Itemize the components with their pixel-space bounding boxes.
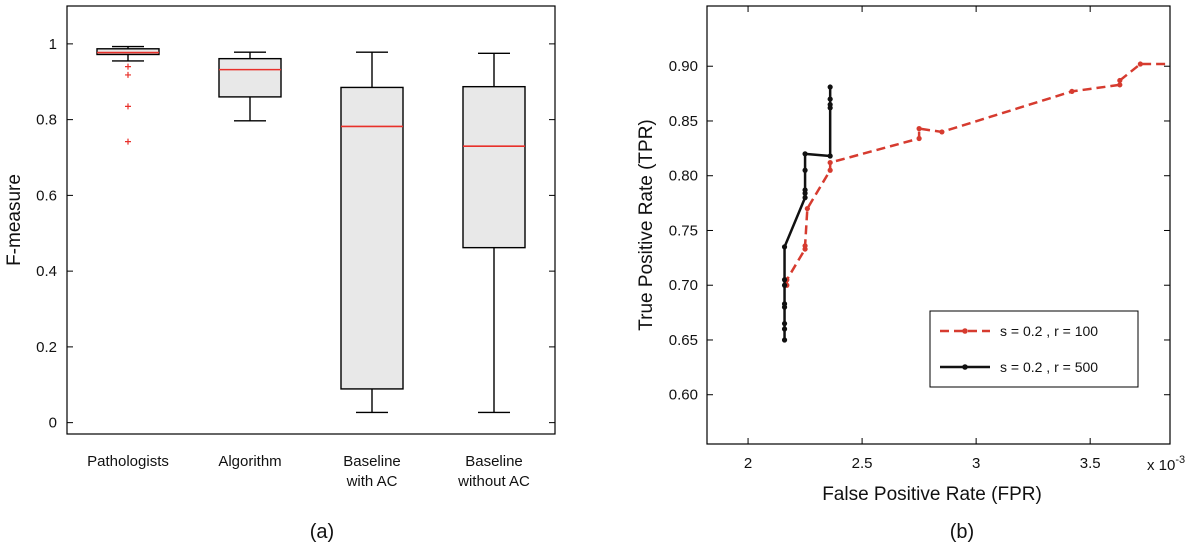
y-tick-label: 0.8 — [36, 112, 57, 129]
series-point — [827, 159, 833, 166]
series-point — [802, 243, 808, 249]
x-tick-label: 3 — [972, 455, 980, 472]
category-label: Pathologists — [87, 453, 169, 470]
roc-legend: s = 0.2 , r = 100 s = 0.2 , r = 500 — [929, 310, 1139, 388]
roc-x-axis-label: False Positive Rate (FPR) — [822, 484, 1042, 505]
category-label: Algorithm — [218, 453, 281, 470]
series-point — [781, 301, 788, 307]
series-point — [802, 151, 808, 157]
box-3 — [462, 52, 526, 414]
series-point — [827, 153, 833, 159]
y-tick-label: 0.70 — [669, 277, 698, 294]
category-label: without AC — [457, 473, 530, 490]
x-tick-label: 2 — [744, 455, 752, 472]
y-tick-label: 0.75 — [669, 222, 698, 239]
outlier-point — [125, 138, 131, 145]
series-point — [1137, 61, 1143, 67]
box-iqr — [218, 57, 282, 98]
outlier-point — [125, 103, 131, 110]
box-iqr — [340, 86, 404, 390]
series-point — [939, 129, 945, 135]
y-tick-label: 0.60 — [669, 387, 698, 404]
x-tick-label: 3.5 — [1080, 455, 1101, 472]
series-point — [781, 326, 788, 332]
series-point — [1117, 77, 1123, 84]
outlier-point — [125, 63, 131, 70]
category-label: Baseline — [343, 453, 401, 470]
series-point — [802, 195, 808, 201]
y-tick-label: 0.90 — [669, 58, 698, 75]
roc-y-axis-label: True Positive Rate (TPR) — [636, 119, 657, 331]
series-point — [802, 167, 808, 173]
x-tick-label: 2.5 — [852, 455, 873, 472]
series-point — [781, 244, 788, 250]
boxplot-panel: 0 0.2 0.4 0.6 0.8 1 Pathologists Algorithm Base… — [4, 5, 556, 490]
series-point — [781, 277, 788, 283]
y-tick-label: 0.65 — [669, 332, 698, 349]
series-point — [1117, 82, 1123, 88]
boxplot-category-labels: Pathologists Algorithm Baseline with AC Base… — [87, 453, 530, 490]
boxplot-y-ticks: 0 0.2 0.4 0.6 0.8 1 — [36, 36, 555, 432]
legend-label-r100: s = 0.2 , r = 100 — [1000, 323, 1098, 339]
series-point — [802, 187, 808, 193]
series-point — [781, 320, 788, 327]
series-point — [916, 126, 922, 132]
legend-marker-r100 — [962, 328, 968, 334]
roc-x-scale-base: x 10 — [1147, 457, 1175, 474]
box-0 — [96, 45, 160, 145]
roc-panel: 2 2.5 3 3.5 0.60 0.65 0.70 0.75 0.80 0.85 0.90 Fal… — [636, 5, 1185, 505]
series-point — [827, 96, 833, 102]
series-point — [827, 84, 833, 90]
legend-label-r500: s = 0.2 , r = 500 — [1000, 359, 1098, 375]
y-tick-label: 0.80 — [669, 168, 698, 185]
series-point — [1069, 88, 1075, 95]
roc-x-scale-exponent: -3 — [1175, 454, 1185, 466]
panel-label-b: (b) — [950, 521, 974, 543]
roc-axis-ticks: 2 2.5 3 3.5 0.60 0.65 0.70 0.75 0.80 0.85 0.90 — [669, 6, 1170, 472]
series-point — [781, 282, 788, 288]
box-iqr — [96, 48, 160, 56]
boxplot-boxes — [96, 45, 526, 414]
outlier-point — [125, 71, 131, 78]
box-1 — [218, 51, 282, 122]
series-point — [781, 337, 788, 343]
category-label: Baseline — [465, 453, 523, 470]
series-point — [827, 101, 833, 108]
series-point — [827, 167, 833, 173]
box-iqr — [462, 85, 526, 249]
y-tick-label: 0.4 — [36, 263, 57, 280]
y-tick-label: 0.6 — [36, 187, 57, 204]
series-point — [916, 135, 922, 142]
boxplot-y-axis-label: F-measure — [4, 174, 25, 266]
panel-label-a: (a) — [310, 521, 334, 543]
y-tick-label: 0 — [49, 415, 57, 432]
roc-series — [781, 61, 1170, 343]
category-label: with AC — [346, 473, 398, 490]
y-tick-label: 1 — [49, 36, 57, 53]
box-2 — [340, 51, 404, 414]
y-tick-label: 0.85 — [669, 113, 698, 130]
series-point — [804, 205, 810, 212]
series-1 — [781, 84, 833, 343]
legend-marker-r500 — [962, 364, 968, 370]
y-tick-label: 0.2 — [36, 339, 57, 356]
roc-x-scale-factor: x 10-3 — [1147, 454, 1185, 474]
roc-legend-box — [929, 310, 1139, 388]
